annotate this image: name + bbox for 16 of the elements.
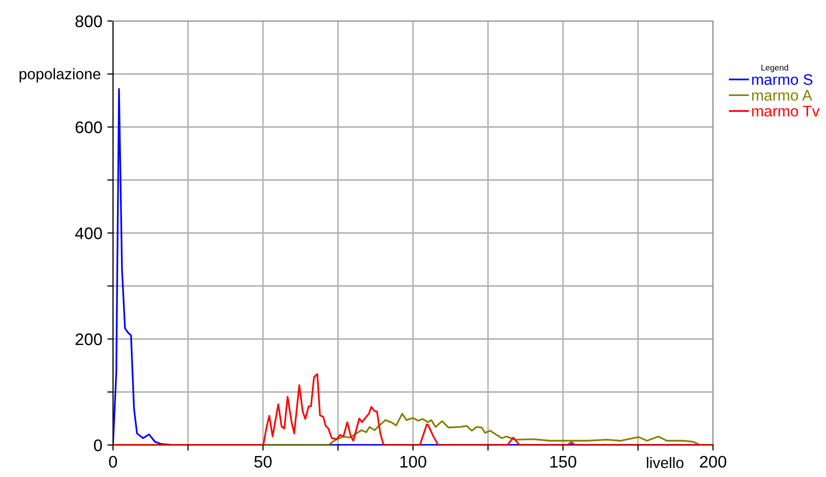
legend-label: marmo Tv bbox=[752, 106, 820, 116]
x-tick-label: 0 bbox=[109, 456, 117, 468]
y-tick-label: 400 bbox=[75, 227, 102, 240]
y-axis-title: popolazione bbox=[20, 68, 100, 82]
x-tick-label: 200 bbox=[700, 456, 726, 468]
legend-title: Legend bbox=[761, 64, 788, 72]
y-tick-label: 0 bbox=[94, 439, 102, 452]
legend-label: marmo A bbox=[752, 90, 812, 101]
x-tick-label: 150 bbox=[550, 456, 576, 468]
x-axis-title: livello bbox=[646, 456, 684, 468]
y-tick-label: 200 bbox=[76, 333, 102, 346]
legend-label: marmo S bbox=[752, 74, 812, 85]
y-tick-label: 800 bbox=[76, 15, 102, 28]
x-tick-label: 50 bbox=[254, 456, 272, 468]
x-tick-label: 100 bbox=[400, 456, 426, 468]
y-tick-label: 600 bbox=[76, 121, 102, 134]
